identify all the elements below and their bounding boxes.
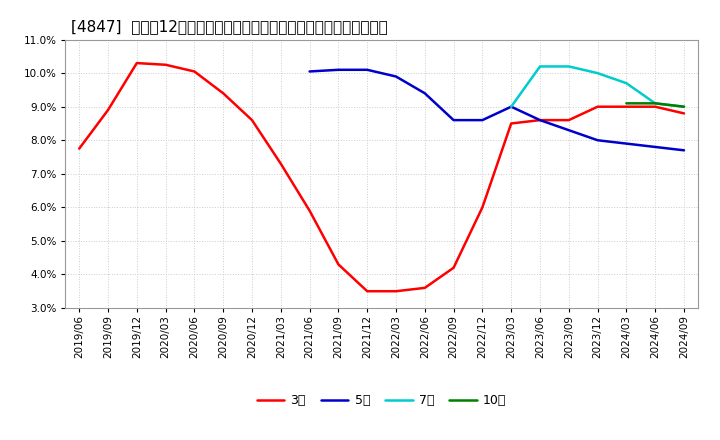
10年 [622,101,631,106]
3年 [248,117,256,123]
5年 [593,138,602,143]
3年 [305,208,314,213]
5年 [507,104,516,110]
5年 [622,141,631,146]
7年 [507,104,516,110]
3年 [680,111,688,116]
7年 [564,64,573,69]
3年 [190,69,199,74]
3年 [593,104,602,110]
10年 [651,101,660,106]
3年 [507,121,516,126]
5年 [363,67,372,73]
5年 [651,144,660,150]
3年 [363,289,372,294]
Text: [4847]  売上高12か月移動合計の対前年同期増減率の標準偏差の推移: [4847] 売上高12か月移動合計の対前年同期増減率の標準偏差の推移 [71,19,388,34]
3年 [132,60,141,66]
Line: 10年: 10年 [626,103,684,107]
10年 [680,104,688,110]
5年 [536,117,544,123]
5年 [449,117,458,123]
3年 [75,146,84,151]
3年 [392,289,400,294]
7年 [622,81,631,86]
5年 [478,117,487,123]
Line: 3年: 3年 [79,63,684,291]
3年 [334,262,343,267]
7年 [593,70,602,76]
Line: 5年: 5年 [310,70,684,150]
3年 [564,117,573,123]
3年 [420,285,429,290]
5年 [564,128,573,133]
5年 [420,91,429,96]
5年 [305,69,314,74]
3年 [536,117,544,123]
3年 [161,62,170,67]
5年 [680,148,688,153]
5年 [392,74,400,79]
3年 [276,161,285,166]
5年 [334,67,343,73]
Line: 7年: 7年 [511,66,684,107]
3年 [104,107,112,113]
3年 [651,104,660,110]
3年 [622,104,631,110]
Legend: 3年, 5年, 7年, 10年: 3年, 5年, 7年, 10年 [252,389,511,412]
7年 [536,64,544,69]
3年 [449,265,458,270]
3年 [478,205,487,210]
7年 [651,101,660,106]
7年 [680,104,688,110]
3年 [219,91,228,96]
